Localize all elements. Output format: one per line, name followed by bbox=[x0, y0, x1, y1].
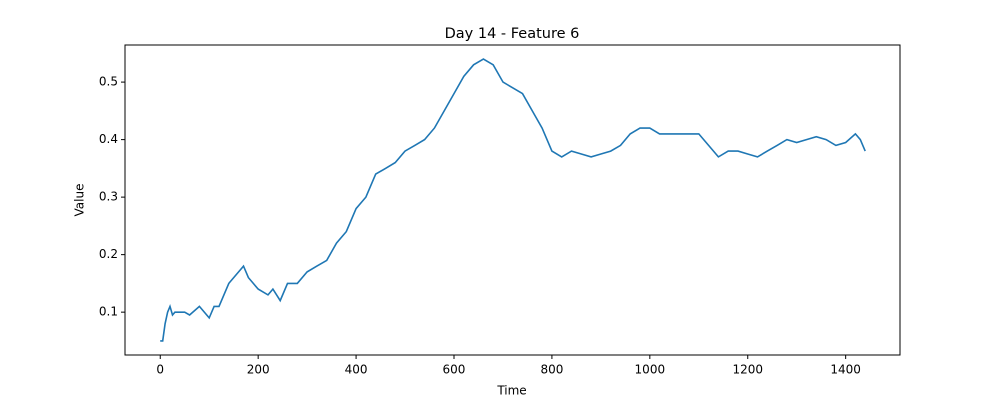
y-tick-label: 0.2 bbox=[99, 247, 118, 261]
x-tick-label: 800 bbox=[540, 363, 563, 377]
plot-frame bbox=[124, 44, 901, 356]
x-axis-label: Time bbox=[496, 384, 526, 398]
x-tick-label: 600 bbox=[443, 363, 466, 377]
y-axis-label: Value bbox=[73, 184, 87, 217]
x-tick-label: 1000 bbox=[635, 363, 666, 377]
y-tick-label: 0.5 bbox=[99, 75, 118, 89]
y-tick-label: 0.1 bbox=[99, 305, 118, 319]
x-tick-label: 400 bbox=[345, 363, 368, 377]
chart-title: Day 14 - Feature 6 bbox=[445, 26, 580, 42]
line-series bbox=[160, 58, 866, 342]
x-tick-label: 1400 bbox=[830, 363, 861, 377]
y-tick-label: 0.3 bbox=[99, 190, 118, 204]
x-tick-label: 1200 bbox=[732, 363, 763, 377]
x-tick-label: 200 bbox=[247, 363, 270, 377]
y-tick-label: 0.4 bbox=[99, 132, 118, 146]
x-tick-label: 0 bbox=[156, 363, 164, 377]
